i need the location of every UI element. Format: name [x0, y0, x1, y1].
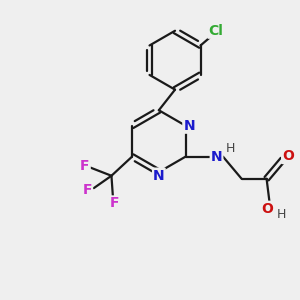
Text: F: F	[80, 159, 90, 173]
Text: O: O	[261, 202, 273, 216]
Text: N: N	[211, 150, 222, 164]
Text: N: N	[183, 119, 195, 133]
Text: F: F	[82, 183, 92, 196]
Text: H: H	[226, 142, 235, 155]
Text: Cl: Cl	[208, 24, 223, 38]
Text: N: N	[153, 169, 165, 183]
Text: H: H	[277, 208, 286, 221]
Text: F: F	[110, 196, 119, 210]
Text: O: O	[282, 149, 294, 163]
